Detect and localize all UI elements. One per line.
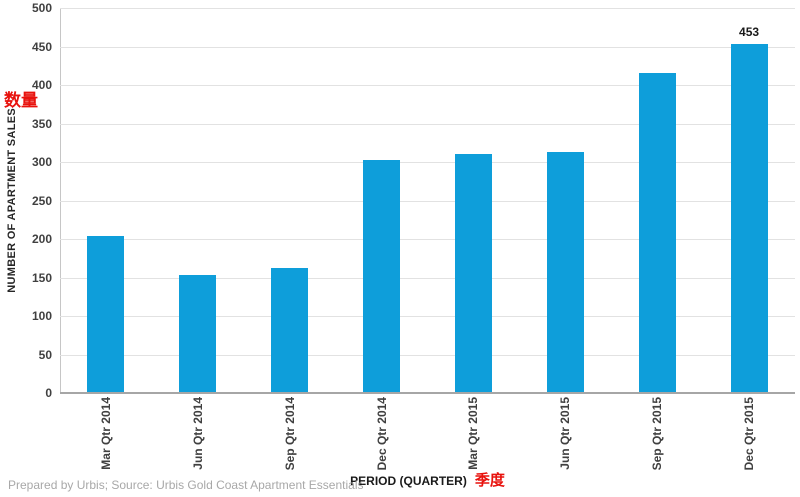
bar-mar-qtr-2015	[454, 154, 492, 393]
x-tick: Sep Qtr 2015	[611, 397, 703, 470]
bar-slot	[60, 8, 152, 393]
plot-area: 453	[60, 8, 795, 394]
x-axis-tick-labels: Mar Qtr 2014 Jun Qtr 2014 Sep Qtr 2014 Dec …	[60, 397, 795, 470]
bar-sep-qtr-2014	[271, 267, 309, 393]
x-tick-label: Sep Qtr 2014	[282, 397, 297, 471]
y-tick-label: 400	[31, 78, 52, 92]
gridline	[60, 354, 795, 356]
gridline	[60, 123, 795, 125]
y-axis-tick-labels: 0 50 100 150 200 250 300 350 400 450 500	[0, 1, 52, 400]
bar-slot	[428, 8, 520, 393]
bar-jun-qtr-2014	[179, 275, 217, 393]
gridline	[60, 200, 795, 202]
x-tick: Mar Qtr 2014	[60, 397, 152, 470]
x-tick-label: Mar Qtr 2014	[98, 397, 113, 470]
y-tick-label: 250	[31, 193, 52, 208]
bar-mar-qtr-2014	[87, 235, 125, 393]
bar-data-label: 453	[739, 25, 760, 40]
gridline	[60, 46, 795, 48]
x-axis-title-text: PERIOD (QUARTER)	[350, 474, 467, 488]
x-axis-annotation-chinese: 季度	[474, 472, 505, 489]
y-tick-label: 150	[31, 270, 52, 285]
x-axis-title: PERIOD (QUARTER) 季度	[60, 469, 795, 490]
bar-dec-qtr-2015	[730, 44, 768, 393]
gridline	[60, 8, 795, 9]
y-tick-label: 500	[31, 1, 52, 15]
bar-slot: 453	[703, 8, 795, 393]
y-tick-label: 450	[31, 39, 52, 54]
bar-slot	[244, 8, 336, 393]
x-tick-label: Sep Qtr 2015	[650, 397, 665, 471]
y-tick-label: 0	[45, 386, 52, 400]
y-tick-label: 50	[38, 347, 52, 362]
gridline	[60, 316, 795, 317]
y-tick-label: 300	[31, 155, 52, 169]
gridline	[60, 162, 795, 163]
x-axis-line	[60, 392, 795, 394]
source-attribution: Prepared by Urbis; Source: Urbis Gold Co…	[8, 478, 364, 492]
x-tick: Dec Qtr 2014	[336, 397, 428, 470]
y-tick-label: 350	[31, 116, 52, 131]
x-tick-label: Jun Qtr 2014	[190, 397, 205, 470]
bar-slot	[336, 8, 428, 393]
x-tick: Jun Qtr 2015	[519, 397, 611, 470]
x-tick-label: Mar Qtr 2015	[466, 397, 481, 470]
bar-sep-qtr-2015	[638, 73, 676, 393]
x-tick: Dec Qtr 2015	[703, 397, 795, 470]
gridline	[60, 85, 795, 86]
bar-dec-qtr-2014	[363, 159, 401, 393]
gridline	[60, 277, 795, 279]
y-tick-label: 100	[31, 309, 52, 323]
bar-slot	[611, 8, 703, 393]
gridline	[60, 239, 795, 240]
y-tick-label: 200	[31, 232, 52, 246]
x-tick-label: Dec Qtr 2015	[742, 397, 757, 471]
x-tick: Sep Qtr 2014	[244, 397, 336, 470]
bar-slot	[152, 8, 244, 393]
x-tick-label: Jun Qtr 2015	[558, 397, 573, 470]
y-axis-annotation-chinese: 数量	[4, 91, 38, 110]
x-tick: Mar Qtr 2015	[428, 397, 520, 470]
bar-slot	[519, 8, 611, 393]
bar-jun-qtr-2015	[546, 152, 584, 393]
x-tick: Jun Qtr 2014	[152, 397, 244, 470]
x-tick-label: Dec Qtr 2014	[374, 397, 389, 471]
